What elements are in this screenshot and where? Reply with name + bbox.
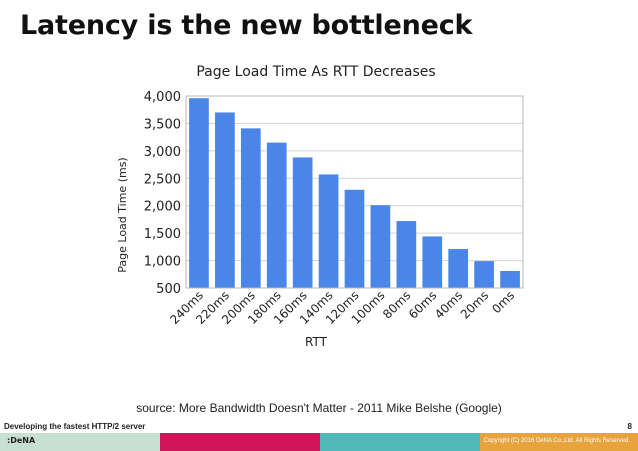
footer-segment-4	[480, 433, 638, 451]
x-tick-label: 80ms	[380, 288, 413, 321]
bar-40ms	[448, 249, 469, 288]
y-tick-label: 4,000	[144, 90, 181, 105]
copyright: Copyright (C) 2016 DeNA Co.,Ltd. All Rig…	[483, 438, 630, 444]
y-tick-label: 2,500	[144, 172, 181, 187]
x-tick-label: 0ms	[489, 288, 517, 316]
bar-240ms	[189, 98, 209, 289]
y-tick-label: 1,000	[144, 255, 181, 270]
x-tick-label: 40ms	[432, 288, 465, 321]
dena-logo: :DeNA	[7, 436, 36, 445]
bar-100ms	[370, 205, 391, 288]
bar-20ms	[474, 261, 494, 288]
bar-80ms	[396, 221, 417, 288]
x-tick-labels: 240ms220ms200ms180ms160ms140ms120ms100ms…	[167, 288, 517, 327]
source-caption: source: More Bandwidth Doesn't Matter - …	[136, 401, 502, 415]
y-tick-label: 1,500	[144, 227, 181, 242]
x-tick-label: 20ms	[458, 288, 491, 321]
x-tick-label: 60ms	[406, 288, 439, 321]
bars	[189, 98, 520, 289]
y-tick-label: 3,500	[144, 117, 181, 132]
bar-60ms	[422, 236, 443, 288]
y-tick-label: 500	[156, 282, 181, 297]
footer-color-bar	[0, 433, 638, 451]
plot-frame	[185, 95, 524, 289]
slide-title: Latency is the new bottleneck	[20, 10, 473, 41]
bar-0ms	[500, 270, 520, 288]
x-axis-label: RTT	[305, 335, 328, 349]
y-tick-label: 3,000	[144, 145, 181, 160]
bar-140ms	[318, 174, 339, 288]
y-axis-label: Page Load Time (ms)	[116, 157, 129, 272]
bar-200ms	[240, 128, 261, 288]
footer-title: Developing the fastest HTTP/2 server	[4, 422, 146, 431]
page-number: 8	[627, 422, 632, 431]
bar-180ms	[266, 142, 287, 288]
bar-120ms	[344, 189, 365, 288]
y-tick-label: 2,000	[144, 200, 181, 215]
y-tick-labels: 500 1,000 1,500 2,000 2,500 3,000 3,500 4,000	[144, 90, 181, 297]
bar-220ms	[215, 112, 235, 288]
footer-segment-3	[320, 433, 480, 451]
footer-segment-1	[0, 433, 160, 451]
bar-chart: Page Load Time As RTT Decreases 500 1,000…	[116, 64, 524, 349]
footer-segment-2	[160, 433, 320, 451]
chart-title: Page Load Time As RTT Decreases	[196, 64, 435, 80]
bar-160ms	[292, 157, 313, 288]
